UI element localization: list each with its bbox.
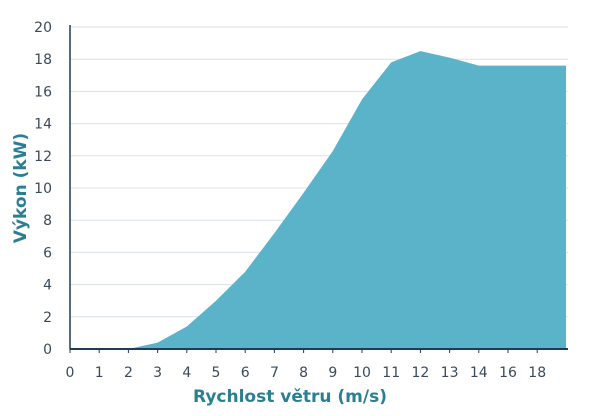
- axis-layer: [69, 25, 568, 353]
- y-tick-label-0: 0: [43, 342, 52, 358]
- x-tick-label-16: 16: [499, 365, 517, 381]
- x-tick-label-6: 6: [241, 365, 250, 381]
- y-tick-label-2: 2: [43, 310, 52, 326]
- y-axis-title: Výkon (kW): [11, 133, 31, 243]
- x-tick-label-7: 7: [270, 365, 279, 381]
- x-tick-label-3: 3: [153, 365, 162, 381]
- x-tick-labels: 0 1 2 3 4 5 6 7 8 9 10 11 12 13 14 16 18: [66, 365, 547, 381]
- y-tick-label-14: 14: [34, 117, 52, 133]
- y-tick-label-10: 10: [34, 181, 52, 197]
- y-tick-label-20: 20: [34, 20, 52, 36]
- x-tick-label-12: 12: [411, 365, 429, 381]
- x-axis-title: Rychlost větru (m/s): [193, 387, 387, 407]
- x-tick-label-5: 5: [212, 365, 221, 381]
- x-tick-label-4: 4: [182, 365, 191, 381]
- x-tick-label-9: 9: [328, 365, 337, 381]
- x-tick-label-1: 1: [95, 365, 104, 381]
- y-tick-label-18: 18: [34, 52, 52, 68]
- x-tick-label-18: 18: [528, 365, 546, 381]
- y-tick-labels: 0 2 4 6 8 10 12 14 16 18 20: [34, 20, 52, 358]
- power-area-series: [70, 51, 566, 349]
- x-tick-label-11: 11: [382, 365, 400, 381]
- y-tick-label-4: 4: [43, 278, 52, 294]
- y-tick-label-12: 12: [34, 149, 52, 165]
- x-tick-label-0: 0: [66, 365, 75, 381]
- x-tick-label-2: 2: [124, 365, 133, 381]
- y-tick-label-16: 16: [34, 84, 52, 100]
- x-tick-label-10: 10: [353, 365, 371, 381]
- area-layer: [70, 51, 566, 349]
- x-tick-label-14: 14: [470, 365, 488, 381]
- y-tick-label-8: 8: [43, 213, 52, 229]
- x-tick-label-13: 13: [441, 365, 459, 381]
- x-tick-label-8: 8: [299, 365, 308, 381]
- y-tick-label-6: 6: [43, 245, 52, 261]
